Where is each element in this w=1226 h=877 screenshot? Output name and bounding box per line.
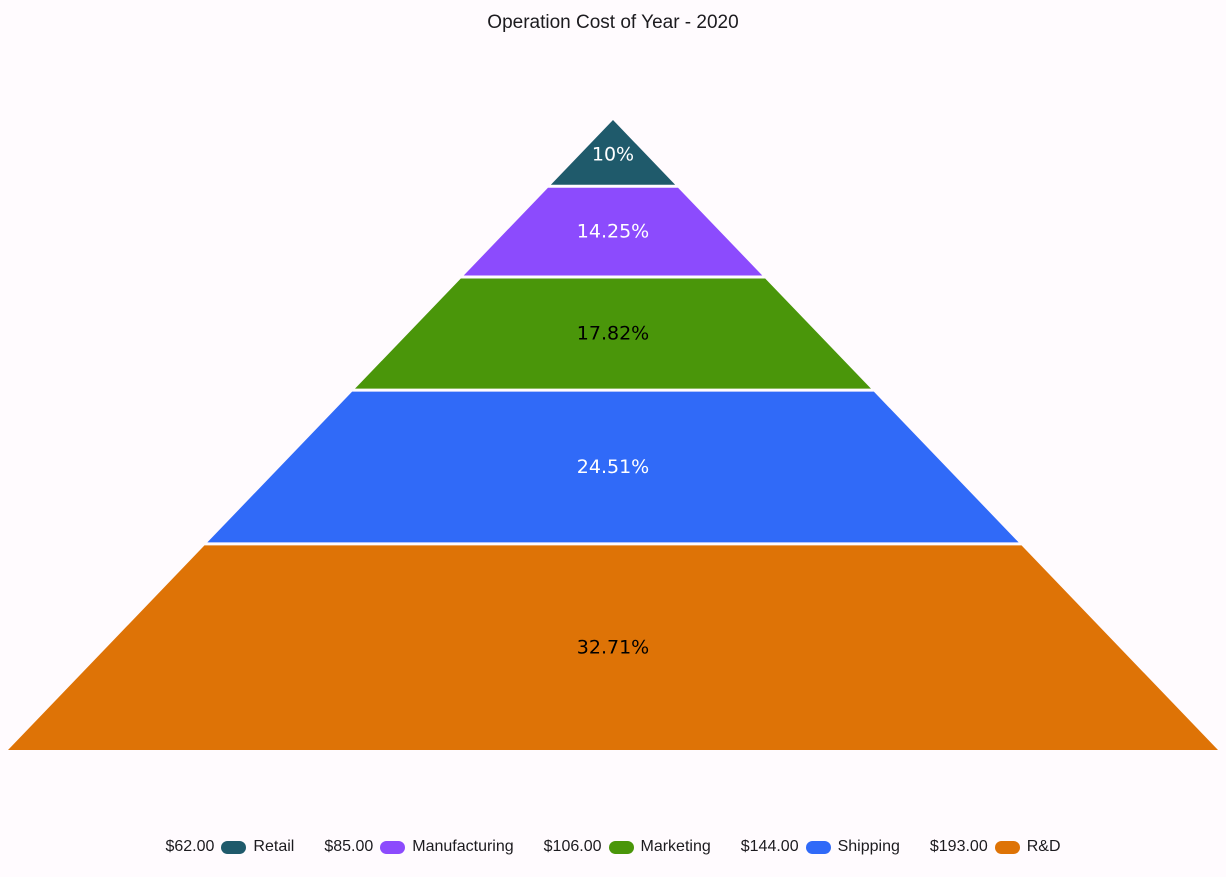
data-label-shipping: 24.51% — [577, 456, 649, 478]
data-label-manufacturing: 14.25% — [577, 221, 649, 243]
legend-value: $62.00 — [165, 838, 215, 855]
legend-item-shipping[interactable]: $144.00 Shipping — [741, 838, 900, 856]
legend-item-r-d[interactable]: $193.00 R&D — [930, 838, 1061, 856]
legend-value: $106.00 — [543, 838, 602, 855]
pyramid-segment-manufacturing — [463, 187, 763, 276]
legend-value: $193.00 — [929, 838, 988, 855]
legend-swatch — [805, 840, 831, 854]
legend-label: Manufacturing — [412, 838, 514, 855]
legend-swatch — [221, 840, 247, 854]
legend-swatch — [994, 840, 1020, 854]
legend-swatch — [608, 840, 634, 854]
legend-item-manufacturing[interactable]: $85.00 Manufacturing — [324, 838, 513, 856]
legend-label: Marketing — [640, 838, 711, 855]
pyramid-segment-retail — [550, 120, 676, 185]
legend-value: $144.00 — [740, 838, 799, 855]
pyramid-segment-marketing — [355, 278, 871, 389]
chart-title: Operation Cost of Year - 2020 — [487, 12, 739, 33]
legend-label: Shipping — [837, 838, 900, 855]
legend-label: R&D — [1026, 838, 1061, 855]
pyramid-segment-shipping — [207, 391, 1019, 543]
legend-swatch — [380, 840, 406, 854]
legend: $62.00 Retail $85.00 Manufacturing $106.00 Ma… — [0, 838, 1226, 856]
data-label-r-d: 32.71% — [577, 637, 649, 659]
data-label-marketing: 17.82% — [577, 323, 649, 345]
pyramid-segment-r-d — [8, 545, 1218, 750]
legend-value: $85.00 — [324, 838, 374, 855]
legend-item-marketing[interactable]: $106.00 Marketing — [544, 838, 711, 856]
data-label-retail: 10% — [592, 143, 634, 165]
legend-label: Retail — [253, 838, 295, 855]
legend-item-retail[interactable]: $62.00 Retail — [165, 838, 294, 856]
